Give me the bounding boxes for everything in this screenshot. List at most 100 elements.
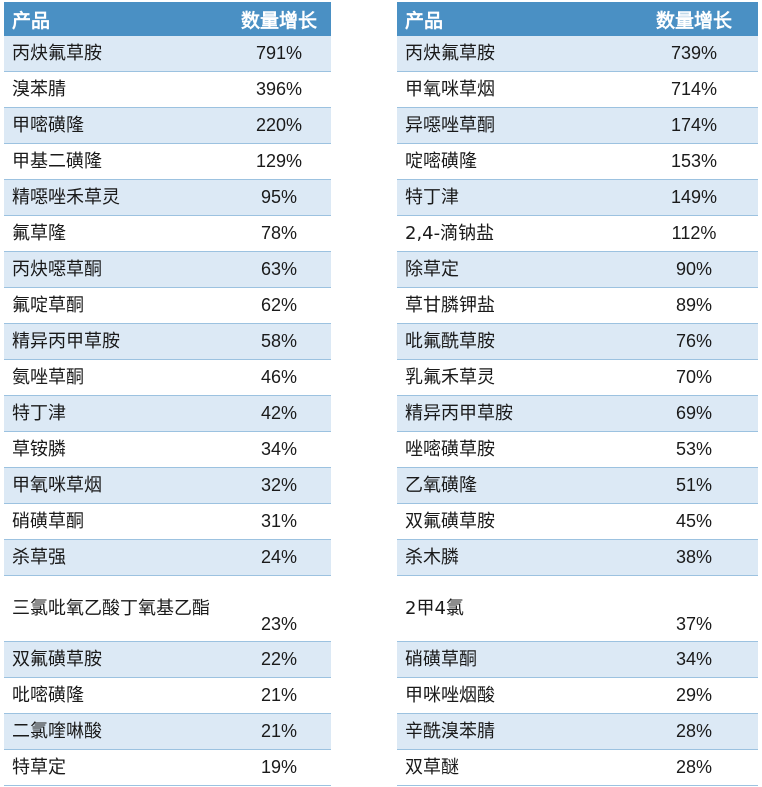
table-row: 双草醚 28% <box>397 749 758 786</box>
product-name-cell: 硝磺草酮 <box>397 641 630 678</box>
table-row: 丙炔氟草胺 791% <box>4 36 331 72</box>
product-name-cell: 特草定 <box>4 749 227 786</box>
table-row: 2甲4氯 37% <box>397 575 758 642</box>
growth-value-cell: 28% <box>630 749 758 786</box>
growth-value-cell: 112% <box>630 215 758 252</box>
table-row: 甲氧咪草烟 32% <box>4 467 331 504</box>
product-name-cell: 甲氧咪草烟 <box>397 71 630 108</box>
product-name-cell: 精噁唑禾草灵 <box>4 179 227 216</box>
product-name-cell: 三氯吡氧乙酸丁氧基乙酯 <box>4 575 227 642</box>
table-row: 2,4-滴钠盐 112% <box>397 215 758 252</box>
table-row: 甲氧咪草烟 714% <box>397 71 758 108</box>
product-name-cell: 甲氧咪草烟 <box>4 467 227 504</box>
growth-column-header: 数量增长 <box>630 2 758 36</box>
product-name-cell: 唑嘧磺草胺 <box>397 431 630 468</box>
growth-value-cell: 69% <box>630 395 758 432</box>
table-row: 草甘膦钾盐 89% <box>397 287 758 324</box>
table-row: 硝磺草酮 31% <box>4 503 331 540</box>
growth-value-cell: 95% <box>227 179 331 216</box>
growth-value-cell: 21% <box>227 713 331 750</box>
growth-value-cell: 129% <box>227 143 331 180</box>
product-name-cell: 杀木膦 <box>397 539 630 576</box>
product-name-cell: 啶嘧磺隆 <box>397 143 630 180</box>
product-name-cell: 吡氟酰草胺 <box>397 323 630 360</box>
product-name-cell: 氨唑草酮 <box>4 359 227 396</box>
table-row: 特丁津 149% <box>397 179 758 216</box>
product-name-cell: 特丁津 <box>397 179 630 216</box>
growth-value-cell: 37% <box>630 575 758 642</box>
growth-value-cell: 739% <box>630 36 758 72</box>
table-row: 乙氧磺隆 51% <box>397 467 758 504</box>
table-row: 氟啶草酮 62% <box>4 287 331 324</box>
growth-value-cell: 34% <box>227 431 331 468</box>
product-name-cell: 吡嘧磺隆 <box>4 677 227 714</box>
growth-value-cell: 70% <box>630 359 758 396</box>
growth-value-cell: 46% <box>227 359 331 396</box>
table-row: 辛酰溴苯腈 28% <box>397 713 758 750</box>
table-row: 精异丙甲草胺 58% <box>4 323 331 360</box>
growth-value-cell: 53% <box>630 431 758 468</box>
table-row: 双氟磺草胺 22% <box>4 641 331 678</box>
product-name-cell: 溴苯腈 <box>4 71 227 108</box>
right-growth-table: 产品 数量增长 丙炔氟草胺 739% 甲氧咪草烟 714% 异噁唑草酮 174% 啶嘧磺隆 1… <box>397 2 758 786</box>
product-name-cell: 乙氧磺隆 <box>397 467 630 504</box>
table-row: 吡嘧磺隆 21% <box>4 677 331 714</box>
growth-value-cell: 78% <box>227 215 331 252</box>
table-row: 丙炔氟草胺 739% <box>397 36 758 72</box>
growth-value-cell: 42% <box>227 395 331 432</box>
table-row: 双氟磺草胺 45% <box>397 503 758 540</box>
product-name-cell: 丙炔氟草胺 <box>397 36 630 72</box>
growth-value-cell: 19% <box>227 749 331 786</box>
table-row: 精噁唑禾草灵 95% <box>4 179 331 216</box>
product-name-cell: 乳氟禾草灵 <box>397 359 630 396</box>
product-column-header: 产品 <box>397 2 630 36</box>
table-row: 硝磺草酮 34% <box>397 641 758 678</box>
product-name-cell: 氟草隆 <box>4 215 227 252</box>
product-name-cell: 丙炔氟草胺 <box>4 36 227 72</box>
left-growth-table: 产品 数量增长 丙炔氟草胺 791% 溴苯腈 396% 甲嘧磺隆 220% 甲基二磺隆 129… <box>4 2 331 786</box>
table-row: 氨唑草酮 46% <box>4 359 331 396</box>
table-row: 吡氟酰草胺 76% <box>397 323 758 360</box>
table-row: 特丁津 42% <box>4 395 331 432</box>
growth-value-cell: 34% <box>630 641 758 678</box>
growth-column-header: 数量增长 <box>227 2 331 36</box>
growth-value-cell: 21% <box>227 677 331 714</box>
product-name-cell: 异噁唑草酮 <box>397 107 630 144</box>
growth-value-cell: 22% <box>227 641 331 678</box>
table-row: 杀草强 24% <box>4 539 331 576</box>
product-name-cell: 杀草强 <box>4 539 227 576</box>
growth-value-cell: 51% <box>630 467 758 504</box>
growth-value-cell: 791% <box>227 36 331 72</box>
product-name-cell: 丙炔噁草酮 <box>4 251 227 288</box>
growth-value-cell: 29% <box>630 677 758 714</box>
product-name-cell: 2甲4氯 <box>397 575 630 642</box>
growth-value-cell: 63% <box>227 251 331 288</box>
product-name-cell: 硝磺草酮 <box>4 503 227 540</box>
growth-value-cell: 396% <box>227 71 331 108</box>
table-row: 二氯喹啉酸 21% <box>4 713 331 750</box>
table-header-row: 产品 数量增长 <box>4 2 331 36</box>
growth-value-cell: 89% <box>630 287 758 324</box>
table-row: 啶嘧磺隆 153% <box>397 143 758 180</box>
growth-value-cell: 45% <box>630 503 758 540</box>
product-name-cell: 除草定 <box>397 251 630 288</box>
product-name-cell: 甲基二磺隆 <box>4 143 227 180</box>
product-name-cell: 甲咪唑烟酸 <box>397 677 630 714</box>
table-row: 氟草隆 78% <box>4 215 331 252</box>
product-name-cell: 2,4-滴钠盐 <box>397 215 630 252</box>
product-name-cell: 双氟磺草胺 <box>397 503 630 540</box>
table-row: 精异丙甲草胺 69% <box>397 395 758 432</box>
table-row: 除草定 90% <box>397 251 758 288</box>
growth-value-cell: 23% <box>227 575 331 642</box>
table-row: 特草定 19% <box>4 749 331 786</box>
growth-value-cell: 38% <box>630 539 758 576</box>
product-name-cell: 二氯喹啉酸 <box>4 713 227 750</box>
growth-value-cell: 28% <box>630 713 758 750</box>
table-header-row: 产品 数量增长 <box>397 2 758 36</box>
product-name-cell: 双草醚 <box>397 749 630 786</box>
growth-value-cell: 24% <box>227 539 331 576</box>
table-row: 草铵膦 34% <box>4 431 331 468</box>
product-name-cell: 特丁津 <box>4 395 227 432</box>
product-name-cell: 精异丙甲草胺 <box>4 323 227 360</box>
growth-value-cell: 31% <box>227 503 331 540</box>
